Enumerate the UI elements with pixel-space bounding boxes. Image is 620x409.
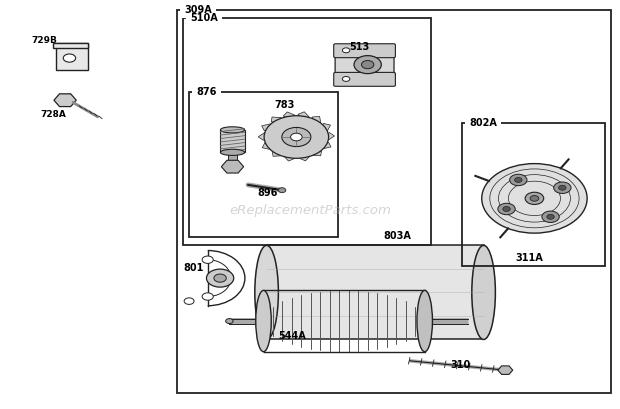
Bar bbox=[192, 84, 221, 100]
Circle shape bbox=[184, 298, 194, 304]
Text: 544A: 544A bbox=[278, 331, 306, 342]
Circle shape bbox=[342, 48, 350, 53]
Ellipse shape bbox=[221, 127, 245, 133]
Circle shape bbox=[547, 214, 554, 219]
Circle shape bbox=[63, 54, 76, 62]
Circle shape bbox=[278, 188, 286, 193]
Ellipse shape bbox=[255, 290, 272, 352]
Text: 309A: 309A bbox=[184, 5, 211, 15]
Bar bbox=[228, 152, 237, 164]
Text: eReplacementParts.com: eReplacementParts.com bbox=[229, 204, 391, 217]
Ellipse shape bbox=[226, 319, 233, 324]
Bar bbox=[462, 123, 604, 266]
Circle shape bbox=[202, 256, 213, 263]
Circle shape bbox=[206, 269, 234, 287]
Bar bbox=[322, 133, 335, 140]
FancyBboxPatch shape bbox=[334, 72, 396, 86]
Circle shape bbox=[554, 182, 571, 193]
Bar bbox=[262, 124, 273, 130]
Circle shape bbox=[214, 274, 226, 282]
Bar bbox=[298, 153, 309, 161]
Circle shape bbox=[503, 207, 510, 211]
Circle shape bbox=[202, 293, 213, 300]
Circle shape bbox=[264, 116, 329, 158]
Text: 728A: 728A bbox=[40, 110, 66, 119]
Circle shape bbox=[510, 174, 527, 186]
FancyBboxPatch shape bbox=[335, 46, 394, 83]
Circle shape bbox=[525, 192, 544, 204]
Bar bbox=[298, 112, 309, 119]
Bar bbox=[311, 150, 322, 156]
Circle shape bbox=[354, 56, 381, 74]
Bar bbox=[271, 117, 281, 123]
Bar bbox=[465, 115, 501, 130]
Bar bbox=[262, 142, 272, 149]
Bar bbox=[312, 117, 321, 123]
Polygon shape bbox=[498, 366, 513, 374]
Circle shape bbox=[361, 61, 374, 69]
Text: 310: 310 bbox=[451, 360, 471, 370]
Text: 510A: 510A bbox=[190, 13, 218, 23]
Polygon shape bbox=[54, 94, 76, 107]
Circle shape bbox=[559, 185, 566, 190]
Text: 803A: 803A bbox=[383, 231, 411, 241]
Text: 896: 896 bbox=[257, 187, 278, 198]
Bar bbox=[56, 43, 89, 70]
Bar bbox=[221, 130, 244, 152]
Bar bbox=[177, 10, 611, 393]
Circle shape bbox=[498, 203, 515, 215]
Bar bbox=[180, 2, 216, 18]
Circle shape bbox=[530, 196, 539, 201]
Text: 513: 513 bbox=[349, 42, 370, 52]
Bar bbox=[189, 92, 338, 237]
Circle shape bbox=[482, 164, 587, 233]
Text: 876: 876 bbox=[197, 87, 216, 97]
Circle shape bbox=[542, 211, 559, 222]
Ellipse shape bbox=[472, 245, 495, 339]
Bar bbox=[320, 142, 331, 149]
Bar bbox=[53, 43, 87, 48]
Text: 802A: 802A bbox=[469, 118, 497, 128]
Ellipse shape bbox=[417, 290, 433, 352]
Ellipse shape bbox=[255, 245, 278, 339]
Bar bbox=[272, 150, 280, 156]
Circle shape bbox=[342, 76, 350, 81]
Bar bbox=[258, 133, 270, 140]
FancyBboxPatch shape bbox=[334, 44, 396, 58]
Bar bbox=[321, 124, 330, 131]
Bar bbox=[186, 11, 222, 26]
Circle shape bbox=[264, 116, 329, 158]
Bar bbox=[283, 153, 294, 161]
Ellipse shape bbox=[221, 149, 245, 155]
Text: 783: 783 bbox=[275, 100, 295, 110]
Circle shape bbox=[515, 178, 522, 182]
Circle shape bbox=[291, 133, 302, 141]
Circle shape bbox=[282, 128, 311, 146]
Bar bbox=[183, 18, 431, 245]
Bar bbox=[283, 112, 295, 119]
Text: 729B: 729B bbox=[31, 36, 57, 45]
Polygon shape bbox=[221, 160, 244, 173]
Text: 311A: 311A bbox=[516, 252, 544, 263]
Text: 801: 801 bbox=[184, 263, 204, 273]
Bar bbox=[267, 245, 484, 339]
